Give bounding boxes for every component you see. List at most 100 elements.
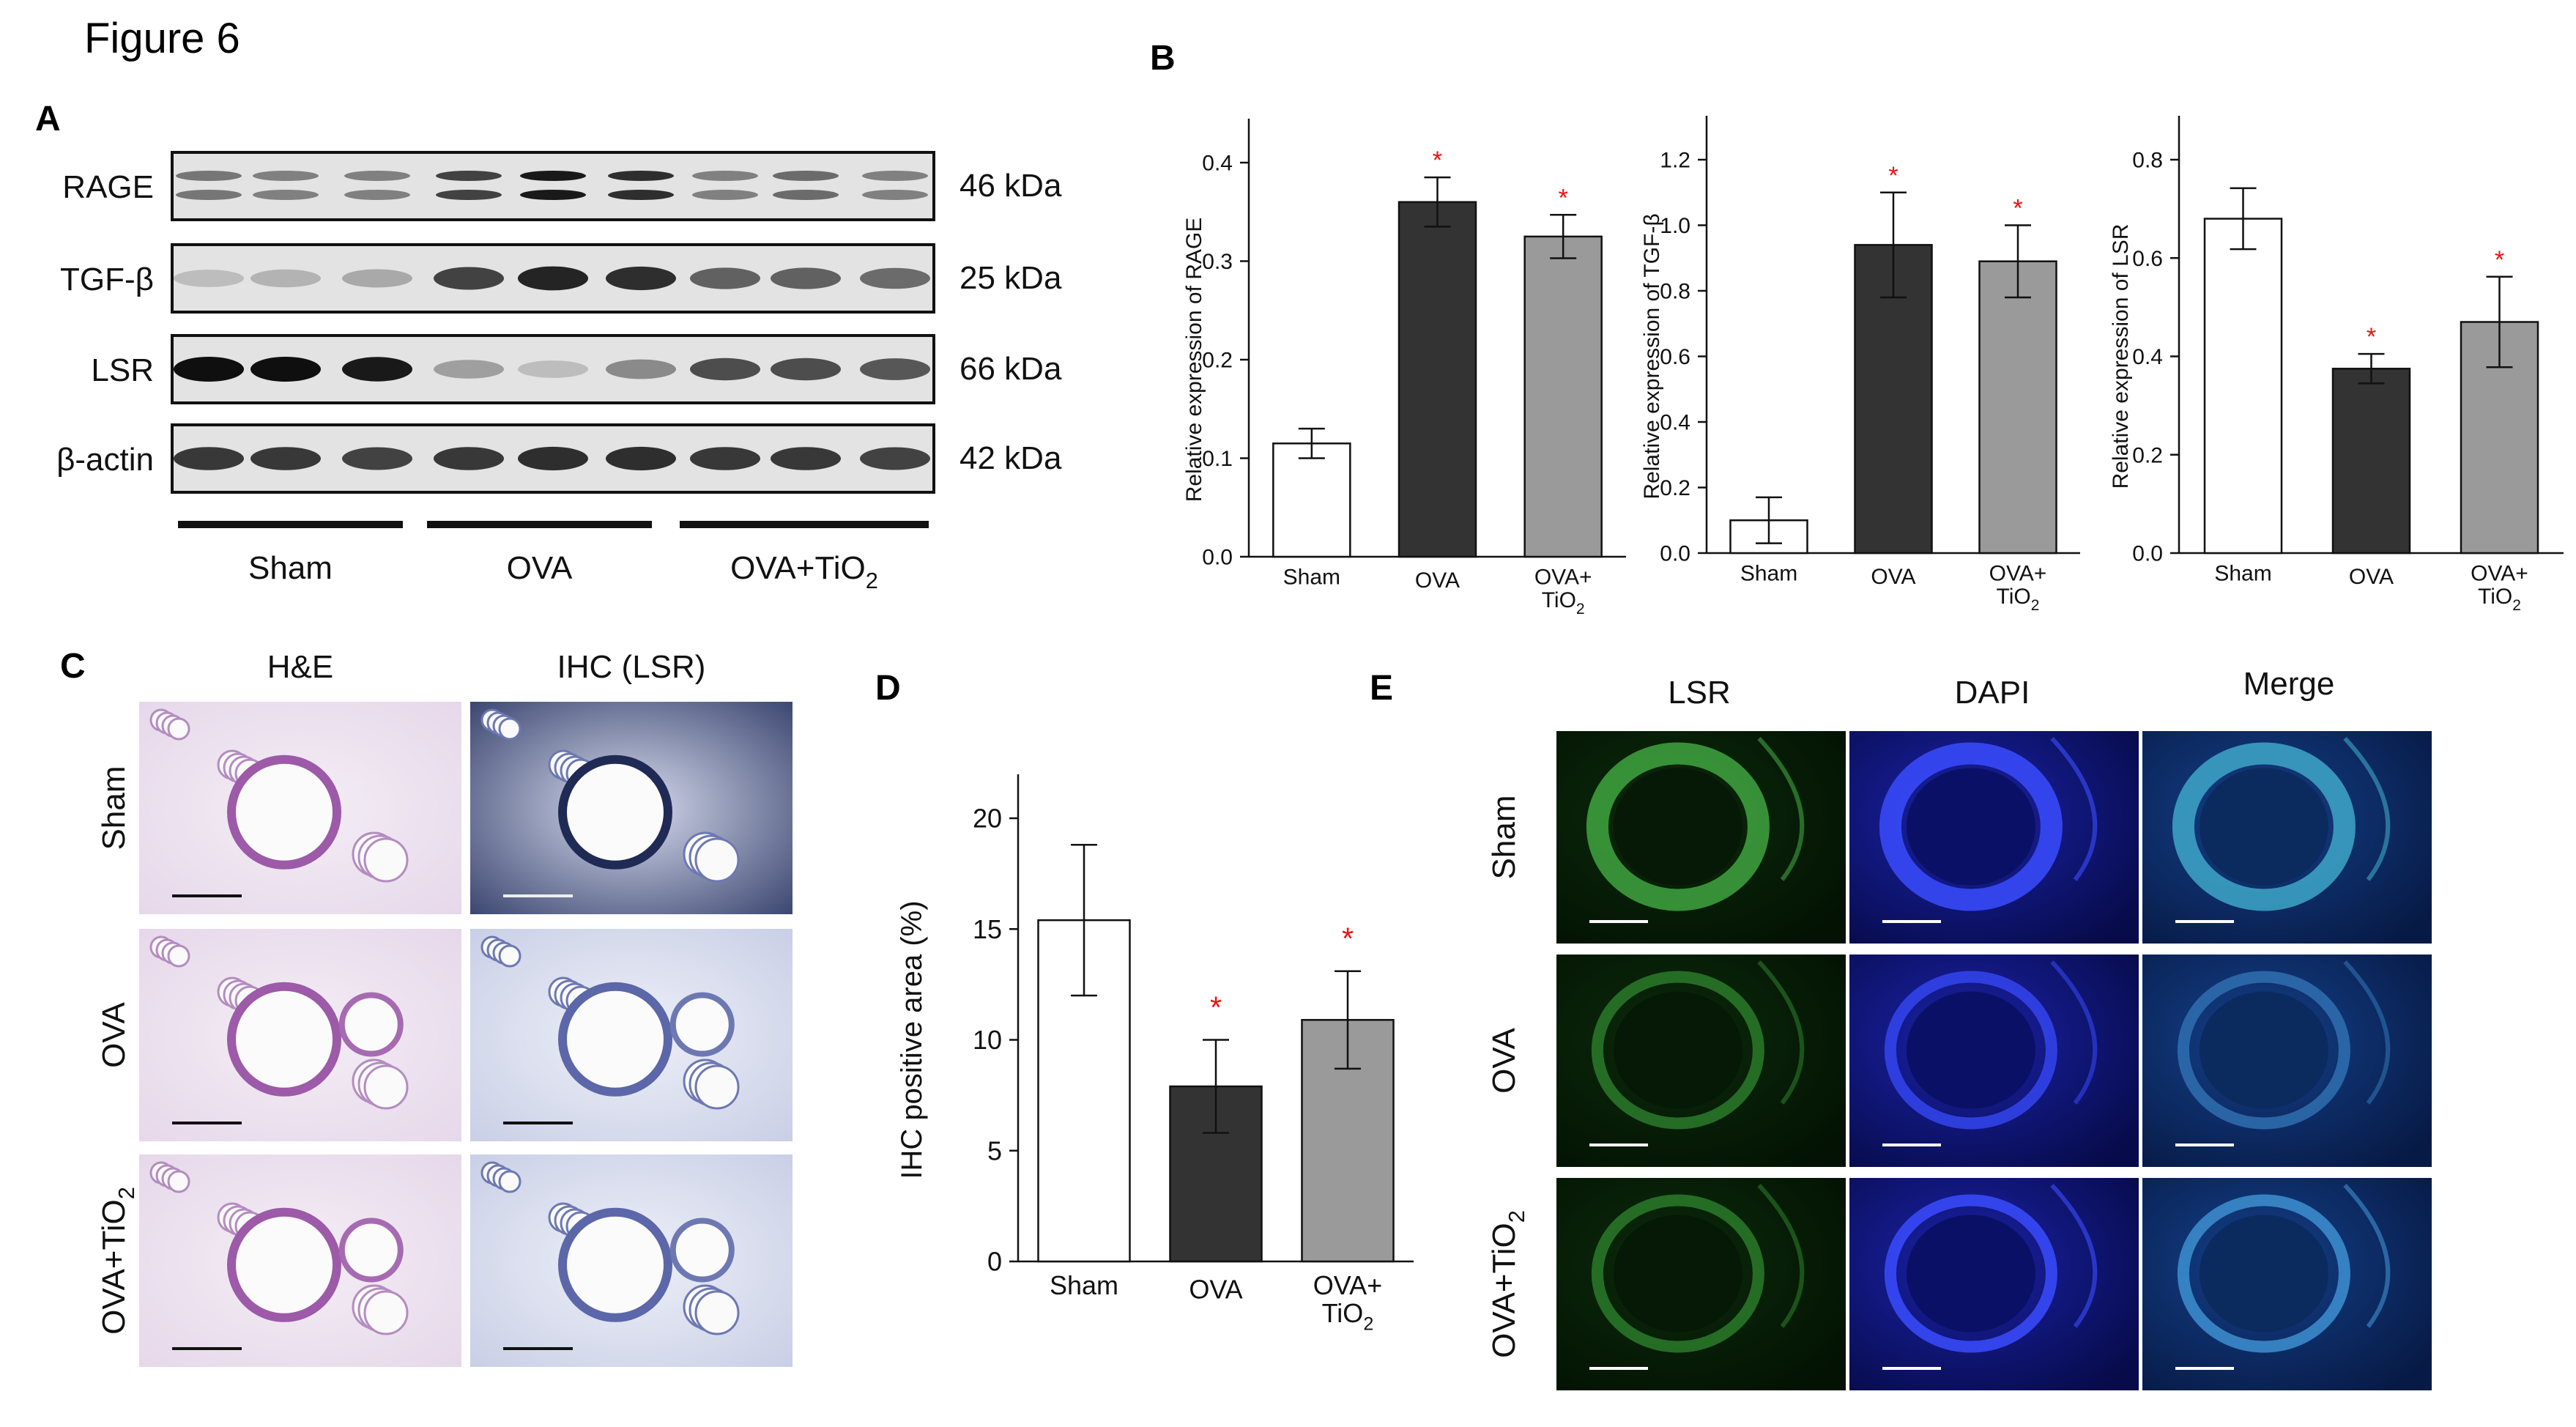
tissue-strand bbox=[2050, 960, 2098, 1105]
histology-column-label: H&E bbox=[267, 649, 333, 685]
alveolus bbox=[694, 1290, 740, 1335]
x-tick-label: Sham bbox=[1283, 566, 1340, 590]
airway-lumen bbox=[2199, 768, 2328, 886]
airway-lumen bbox=[227, 982, 341, 1097]
blot-band bbox=[342, 447, 412, 470]
airway-ring bbox=[1586, 742, 1770, 911]
airway-lumen bbox=[2199, 1215, 2328, 1333]
alveolus bbox=[363, 1290, 409, 1335]
airway-lumen bbox=[1613, 991, 1742, 1109]
y-tick-label: 1.0 bbox=[1660, 214, 1690, 238]
y-tick-label: 0 bbox=[987, 1247, 1002, 1277]
blot-band bbox=[692, 190, 758, 200]
blot-band bbox=[344, 171, 410, 181]
x-tick-label: OVA+ TiO2 bbox=[2471, 562, 2528, 615]
y-tick-label: 0.0 bbox=[1660, 542, 1690, 566]
airway-lumen bbox=[558, 1207, 672, 1322]
y-tick-label: 0.6 bbox=[2132, 247, 2163, 271]
x-tick-label: OVA+ TiO2 bbox=[1989, 562, 2047, 615]
blot-row-label: LSR bbox=[91, 352, 154, 388]
histology-row-label: OVA+TiO2 bbox=[96, 1187, 139, 1335]
alveolus bbox=[694, 1064, 740, 1110]
histology-row-label: OVA bbox=[96, 1002, 132, 1068]
fluorescence-column-label: DAPI bbox=[1955, 675, 2030, 711]
airway-lumen bbox=[227, 755, 341, 870]
bar bbox=[1978, 260, 2057, 555]
blot-band bbox=[518, 266, 588, 291]
tissue-strand bbox=[1757, 1183, 1805, 1328]
significance-star: * bbox=[1888, 162, 1898, 190]
blot-band bbox=[250, 357, 321, 382]
blot-band bbox=[771, 447, 841, 470]
blot-band bbox=[174, 357, 244, 382]
y-axis-label: IHC positive area (%) bbox=[896, 900, 928, 1179]
blot-band bbox=[434, 360, 504, 379]
blot-band bbox=[690, 267, 760, 289]
blot-band bbox=[692, 171, 758, 181]
y-tick-label: 0.1 bbox=[1202, 447, 1233, 471]
x-tick-label: OVA bbox=[1189, 1274, 1242, 1304]
bar-chart-ihc-area: 0 5 10 15 20 IHC positive area (%) Sham * OVA * OV… bbox=[896, 774, 1414, 1335]
histology-panel: H&E IHC (LSR) Sham OVA OVA+TiO2 bbox=[96, 649, 793, 1367]
tissue-strand bbox=[2343, 736, 2391, 881]
y-tick-label: 0.0 bbox=[1202, 546, 1233, 570]
blot-band bbox=[176, 190, 242, 200]
bar-chart-lsr: 0.0 0.2 0.4 0.6 0.8 Relative expression of LS… bbox=[2109, 116, 2564, 614]
y-axis-label: Relative expression of LSR bbox=[2109, 224, 2133, 489]
blot-kda-label: 25 kDa bbox=[959, 260, 1062, 296]
blot-band bbox=[518, 360, 588, 378]
blot-kda-label: 46 kDa bbox=[959, 168, 1062, 204]
group-label: Sham bbox=[248, 550, 333, 586]
airway-ring bbox=[1879, 742, 2063, 911]
airway-lumen bbox=[1906, 768, 2035, 886]
blot-band bbox=[250, 269, 321, 288]
bar bbox=[2203, 218, 2283, 555]
histology-column-label: IHC (LSR) bbox=[557, 649, 706, 685]
y-tick-label: 0.0 bbox=[2132, 542, 2163, 566]
blot-band bbox=[606, 266, 676, 291]
blot-band bbox=[176, 171, 242, 181]
tissue-strand bbox=[2050, 736, 2098, 881]
blot-band bbox=[862, 171, 928, 181]
blot-band bbox=[860, 358, 930, 380]
airway-lumen bbox=[558, 755, 672, 870]
airway-ring bbox=[2177, 971, 2350, 1130]
x-tick-label: Sham bbox=[2214, 562, 2271, 586]
bar bbox=[1523, 235, 1603, 558]
alveolus bbox=[167, 1170, 190, 1193]
blot-band bbox=[250, 447, 321, 470]
y-tick-label: 0.2 bbox=[2132, 443, 2163, 467]
blot-band bbox=[690, 357, 760, 381]
blot-band bbox=[342, 269, 412, 288]
airway-ring bbox=[2177, 1194, 2350, 1353]
panel-label-e: E bbox=[1370, 669, 1393, 708]
x-tick-label: Sham bbox=[1050, 1270, 1118, 1300]
y-axis-label: Relative expression of RAGE bbox=[1182, 218, 1206, 503]
significance-star: * bbox=[2495, 246, 2504, 274]
fluorescence-panel: LSR DAPI Merge Sham OVA OVA+TiO2 bbox=[1486, 666, 2432, 1390]
blot-row-label: RAGE bbox=[62, 169, 154, 205]
blot-band bbox=[860, 447, 930, 470]
blot-band bbox=[771, 357, 841, 381]
bar bbox=[1398, 201, 1477, 558]
blot-band bbox=[174, 447, 244, 470]
fluorescence-column-label: Merge bbox=[2243, 666, 2335, 702]
blot-band bbox=[518, 446, 588, 471]
blot-band bbox=[520, 171, 586, 181]
airway-ring bbox=[1884, 1194, 2057, 1353]
y-tick-label: 5 bbox=[987, 1135, 1002, 1165]
blot-row-label: β-actin bbox=[56, 442, 154, 478]
blot-band bbox=[520, 190, 586, 200]
blot-kda-label: 66 kDa bbox=[959, 351, 1062, 387]
fluorescence-row-label: OVA bbox=[1486, 1028, 1522, 1094]
blot-band bbox=[434, 267, 504, 290]
y-tick-label: 15 bbox=[973, 914, 1002, 944]
blot-band bbox=[253, 190, 319, 200]
blot-band bbox=[608, 171, 674, 181]
y-tick-label: 20 bbox=[973, 804, 1002, 834]
y-axis-label: Relative expression of TGF-β bbox=[1640, 213, 1664, 499]
bar-chart-rage: 0.0 0.1 0.2 0.3 0.4 Relative expression of RA… bbox=[1182, 119, 1626, 618]
significance-star: * bbox=[1342, 922, 1354, 956]
airway-ring bbox=[1591, 971, 1764, 1130]
